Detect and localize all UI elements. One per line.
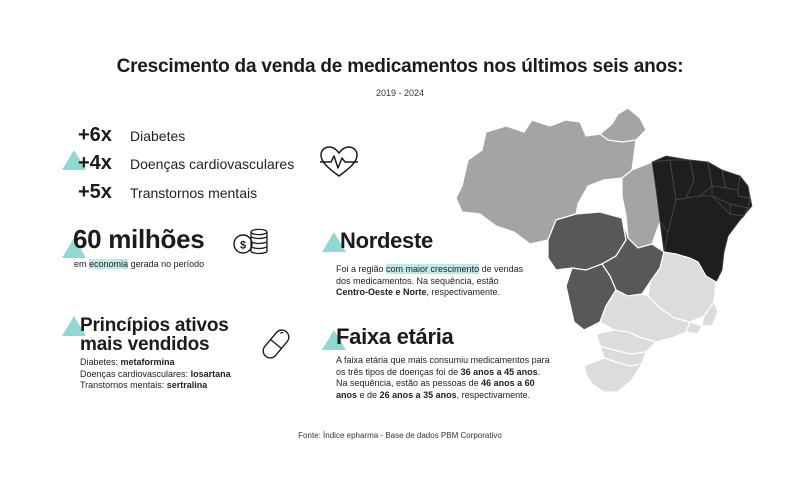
age-text-part: , respectivamente. xyxy=(456,389,531,400)
actives-title-line: mais vendidos xyxy=(80,334,210,355)
growth-value: +5x xyxy=(78,181,112,203)
accent-triangle xyxy=(62,316,86,336)
actives-item-drug: sertralina xyxy=(166,380,208,390)
growth-label: Transtornos mentais xyxy=(130,185,258,201)
region-text-part: dos medicamentos. Na sequência, estão xyxy=(336,275,499,286)
growth-label: Diabetes xyxy=(130,128,186,144)
source-note: Fonte: Índice epharma - Base de dados PB… xyxy=(298,431,502,440)
economy-text: gerada no período xyxy=(130,259,205,269)
accent-triangle xyxy=(322,232,346,252)
economy-caption: em economia gerada no período xyxy=(74,259,204,271)
actives-item-label: Transtornos mentais: xyxy=(80,380,165,390)
period-subtitle: 2019 - 2024 xyxy=(375,88,425,98)
actives-item: Transtornos mentais: sertralina xyxy=(80,380,231,392)
actives-item: Diabetes: metaformina xyxy=(80,357,231,369)
age-text-part: Na sequência, estão as pessoas de xyxy=(336,378,479,388)
growth-cardio: +4x Doenças cardiovasculares xyxy=(78,152,294,175)
accent-triangle xyxy=(322,330,346,350)
actives-title: Princípios ativos mais vendidos xyxy=(80,316,229,354)
growth-value: +6x xyxy=(78,124,112,146)
growth-diabetes: +6x Diabetes xyxy=(78,124,185,147)
heart-pulse-icon xyxy=(320,146,358,177)
region-sudeste-sul xyxy=(583,251,719,393)
accent-triangle xyxy=(62,150,86,170)
growth-mental: +5x Transtornos mentais xyxy=(78,181,257,204)
region-title: Nordeste xyxy=(340,228,433,253)
actives-title-line: Princípios ativos xyxy=(80,315,229,336)
region-text: Foi a região com maior crescimento de ve… xyxy=(336,264,556,299)
age-text-part: . xyxy=(537,366,541,377)
actives-item-label: Diabetes: xyxy=(80,357,119,367)
page-title: Crescimento da venda de medicamentos nos… xyxy=(116,56,684,77)
growth-label: Doenças cardiovasculares xyxy=(130,156,295,172)
age-range: 36 anos a 45 anos xyxy=(460,366,538,377)
growth-value: +4x xyxy=(78,152,112,174)
svg-text:$: $ xyxy=(240,240,246,252)
region-text-part: de vendas xyxy=(481,264,524,274)
age-range: 26 anos a 35 anos xyxy=(379,389,457,400)
age-text-part: os três tipos de doenças foi de xyxy=(336,366,459,377)
region-text-part: , respectivamente. xyxy=(426,287,501,297)
pill-icon xyxy=(262,329,290,359)
region-text-part: Foi a região xyxy=(336,264,384,274)
brazil-map xyxy=(455,107,753,393)
region-centro-oeste xyxy=(547,211,665,331)
actives-item-label: Doenças cardiovasculares: xyxy=(80,368,189,379)
region-norte xyxy=(455,107,661,249)
age-range: 46 anos a 60 xyxy=(481,378,535,388)
economy-highlight: economia xyxy=(89,259,129,269)
coins-icon: $ xyxy=(233,228,268,255)
accent-triangle xyxy=(62,238,86,258)
region-nordeste xyxy=(651,155,753,283)
actives-item-drug: losartana xyxy=(190,368,231,379)
actives-item: Doenças cardiovasculares: losartana xyxy=(80,369,231,381)
age-text-part: e de xyxy=(359,389,378,400)
age-title: Faixa etária xyxy=(336,324,454,349)
age-text: A faixa etária que mais consumiu medicam… xyxy=(336,355,576,401)
economy-text: em xyxy=(74,259,87,269)
region-highlight: com maior crescimento xyxy=(386,264,480,274)
economy-value: 60 milhões xyxy=(73,224,205,254)
actives-item-drug: metaformina xyxy=(120,357,175,367)
age-text-line: A faixa etária que mais consumiu medicam… xyxy=(336,355,550,365)
actives-list: Diabetes: metaformina Doenças cardiovasc… xyxy=(80,357,231,392)
region-regions: Centro-Oeste e Norte xyxy=(336,287,427,297)
age-range: anos xyxy=(336,389,358,400)
